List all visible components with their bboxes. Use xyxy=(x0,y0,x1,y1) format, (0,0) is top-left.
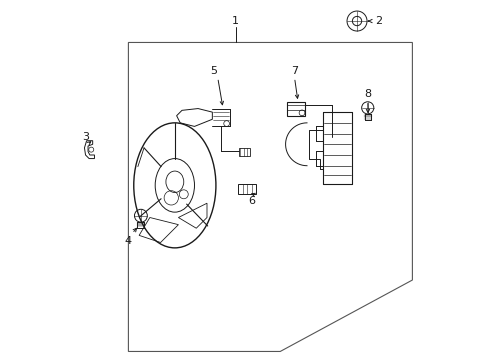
Text: 5: 5 xyxy=(210,66,217,76)
Text: 3: 3 xyxy=(82,132,89,142)
Text: 2: 2 xyxy=(374,16,381,26)
Text: 1: 1 xyxy=(232,16,239,26)
Text: 4: 4 xyxy=(124,236,132,246)
Text: 7: 7 xyxy=(290,66,298,76)
Text: 6: 6 xyxy=(247,197,255,206)
Text: 8: 8 xyxy=(364,89,370,99)
